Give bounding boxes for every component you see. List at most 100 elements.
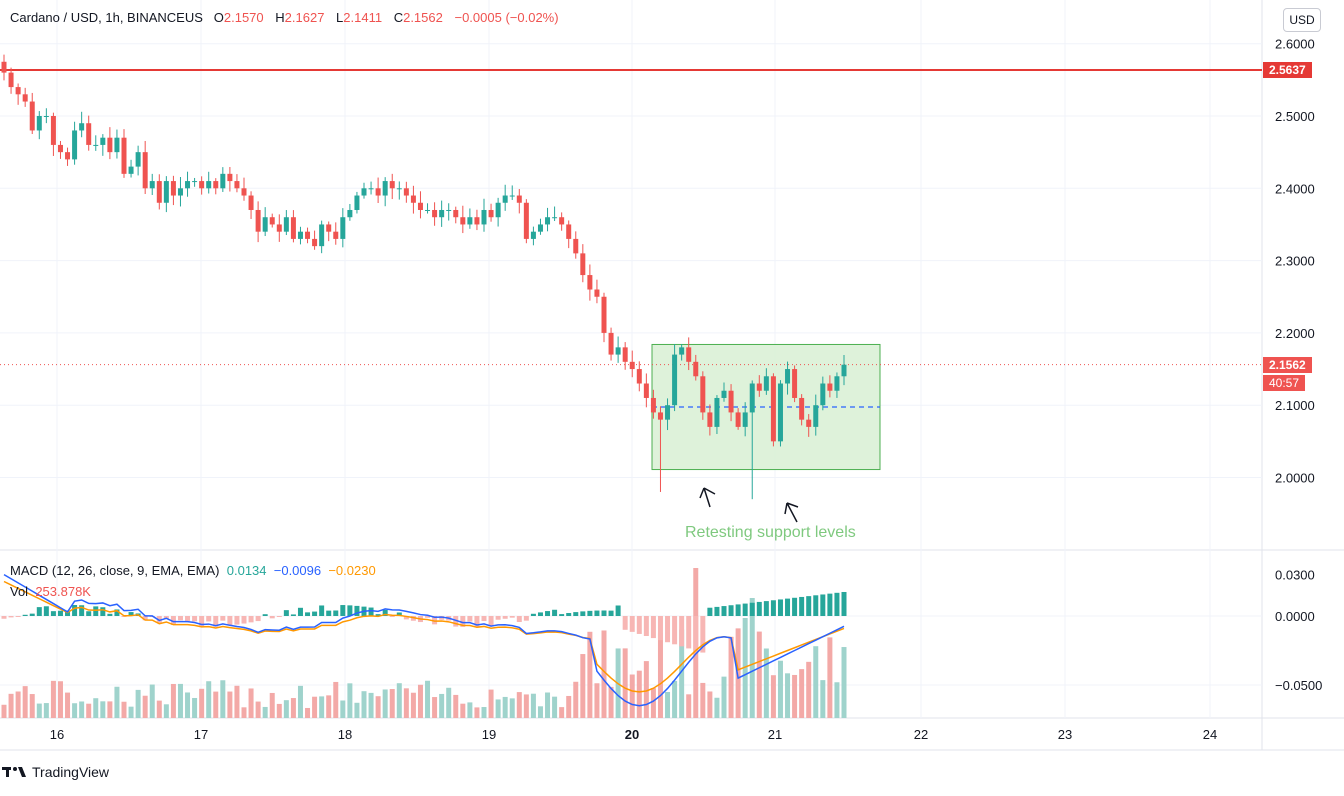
candle-body — [672, 354, 678, 406]
volume-bar — [622, 648, 628, 718]
candle-body — [36, 116, 42, 131]
support-annotation: Retesting support levels — [685, 524, 856, 541]
candle-body — [813, 405, 819, 427]
macd-histogram-bar — [679, 616, 685, 647]
volume-bar — [297, 685, 303, 718]
candle-body — [749, 383, 755, 413]
macd-histogram-bar — [566, 613, 572, 616]
candle-body — [403, 188, 409, 196]
time-tick-label: 17 — [194, 727, 208, 742]
candle-body — [417, 202, 423, 210]
volume-bar — [128, 706, 134, 718]
volume-bar — [446, 687, 452, 718]
macd-histogram-bar — [199, 616, 205, 628]
candle-body — [340, 217, 346, 239]
candle-body — [509, 195, 515, 197]
macd-histogram-bar — [425, 616, 431, 618]
volume-bar — [785, 673, 791, 718]
volume-bar — [728, 636, 734, 718]
candle-body — [523, 202, 529, 239]
candle-body — [368, 188, 374, 190]
volume-bar — [537, 706, 543, 718]
volume-bar — [587, 631, 593, 718]
macd-histogram-bar — [241, 616, 247, 624]
time-tick-label: 21 — [768, 727, 782, 742]
candle-body — [460, 217, 466, 225]
volume-bar — [79, 701, 85, 718]
macd-histogram-bar — [107, 613, 113, 616]
candle-body — [199, 181, 205, 189]
candle-body — [361, 188, 367, 196]
macd-histogram-bar — [72, 604, 78, 616]
tradingview-logo[interactable]: TradingView — [2, 764, 109, 780]
macd-tick-label: 0.0000 — [1275, 609, 1315, 624]
candle-body — [15, 87, 21, 95]
candle-body — [100, 137, 106, 145]
volume-bar — [425, 680, 431, 718]
candle-body — [163, 181, 169, 203]
macd-histogram-bar — [192, 616, 198, 622]
volume-bar — [530, 693, 536, 718]
candle-body — [382, 181, 388, 196]
volume-bar — [495, 699, 501, 718]
candle-body — [79, 123, 85, 131]
macd-histogram-bar — [368, 607, 374, 616]
macd-histogram-bar — [622, 616, 628, 630]
macd-histogram-bar — [474, 616, 480, 627]
macd-histogram-bar — [29, 613, 35, 616]
macd-histogram-bar — [220, 616, 226, 621]
macd-line — [3, 573, 845, 707]
volume-bar — [756, 631, 762, 718]
candle-body — [72, 130, 78, 160]
volume-bar — [552, 696, 558, 718]
volume-bar — [439, 693, 445, 718]
candle-body — [312, 238, 318, 247]
volume-bar — [777, 660, 783, 718]
ohlc-header: Cardano / USD, 1h, BINANCEUS O2.1570 H2.… — [10, 10, 567, 25]
macd-histogram-bar — [509, 616, 515, 618]
volume-bar — [453, 694, 459, 718]
volume-bar — [248, 688, 254, 718]
macd-histogram-bar — [820, 594, 826, 616]
macd-histogram-bar — [559, 614, 565, 616]
volume-bar — [347, 683, 353, 718]
volume-bar — [227, 691, 233, 718]
candle-body — [785, 369, 791, 384]
candle-body — [467, 217, 473, 225]
candle-body — [1, 61, 7, 73]
macd-histogram-bar — [615, 605, 621, 616]
candle-body — [657, 412, 663, 420]
candle-body — [580, 253, 586, 276]
low-value: 2.1411 — [343, 10, 383, 25]
candle-body — [241, 188, 247, 196]
volume-bar — [177, 683, 183, 718]
candle-body — [615, 347, 621, 355]
volume-bar — [672, 680, 678, 718]
macd-histogram-bar — [742, 603, 748, 616]
candle-body — [453, 209, 459, 218]
macd-histogram-bar — [453, 616, 459, 627]
volume-label: Vol — [10, 584, 29, 599]
volume-bar — [770, 675, 776, 718]
candle-body — [50, 116, 56, 145]
macd-histogram-bar — [142, 616, 148, 621]
volume-bar — [474, 707, 480, 718]
low-label: L — [336, 10, 344, 25]
macd-histogram-bar — [255, 616, 261, 622]
macd-histogram-bar — [636, 616, 642, 634]
volume-bar — [396, 683, 402, 718]
volume-bar — [290, 698, 296, 718]
candle-body — [65, 152, 71, 160]
price-tick-label: 2.3000 — [1275, 254, 1315, 269]
macd-histogram-bar — [693, 616, 699, 651]
change-value: −0.0005 (−0.02%) — [454, 10, 559, 25]
macd-histogram-bar — [36, 607, 42, 616]
volume-bar — [276, 703, 282, 718]
macd-histogram-bar — [552, 609, 558, 616]
macd-histogram-bar — [213, 616, 219, 627]
volume-bar — [375, 696, 381, 718]
macd-histogram-bar — [721, 606, 727, 616]
currency-button[interactable]: USD — [1283, 8, 1321, 32]
candle-body — [636, 369, 642, 384]
